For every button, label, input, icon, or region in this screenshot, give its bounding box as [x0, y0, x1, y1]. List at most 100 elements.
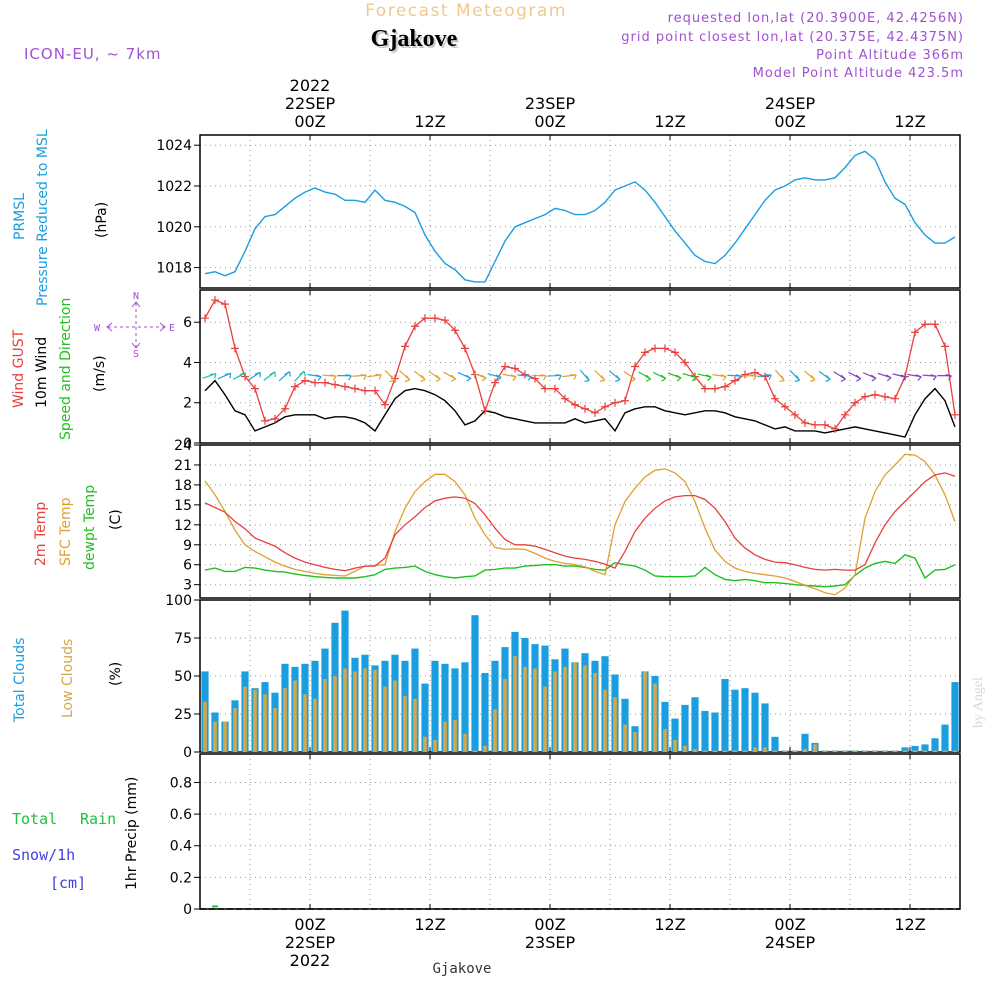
wind-arrow [472, 372, 487, 382]
legend-precip-total: Total [12, 810, 57, 828]
ytick-label: 0 [183, 745, 192, 761]
low-cloud-bar [443, 721, 447, 752]
gust-marker [741, 370, 749, 379]
legend-dewpt-temp: dewpt Temp [82, 485, 98, 570]
ytick-label: 21 [174, 458, 192, 474]
low-cloud-bar [703, 750, 707, 752]
legend-clouds-unit: (%) [108, 662, 124, 686]
panel-frame [199, 444, 961, 599]
bottom-year-label: 2022 [290, 951, 331, 970]
ytick-label: 4 [183, 355, 192, 371]
wind-arrow-shape [907, 373, 922, 381]
model-point-altitude: Model Point Altitude 423.5m [753, 66, 964, 81]
low-cloud-bar [523, 666, 527, 752]
legend-pressure-unit: (hPa) [94, 202, 110, 238]
total-cloud-bar [711, 712, 719, 752]
wind-arrow [217, 372, 232, 380]
legend-wind-10m: 10m Wind [34, 337, 50, 408]
low-cloud-bar [693, 749, 697, 752]
bottom-hour-label: 12Z [654, 915, 685, 934]
wind-arrow [307, 373, 322, 381]
gust-marker [581, 404, 589, 413]
total-cloud-bar [721, 679, 729, 752]
panel-1: 0 2 4 6 [183, 289, 961, 452]
low-cloud-bar [763, 747, 767, 752]
wind-arrow-shape [217, 372, 232, 380]
gust-marker [301, 376, 309, 385]
low-cloud-bar [733, 750, 737, 752]
gust-marker [431, 314, 439, 323]
gust-marker [341, 382, 349, 391]
low-cloud-bar [713, 750, 717, 752]
low-cloud-bar [213, 721, 217, 752]
ytick-label: 1024 [156, 138, 192, 154]
wind-arrow-shape [922, 374, 937, 381]
ytick-label: 0 [183, 436, 192, 452]
gust-marker [411, 322, 419, 331]
gust-marker [551, 384, 559, 393]
low-cloud-bar [203, 701, 207, 752]
wind-arrow [907, 373, 922, 381]
wind-arrow-shape [367, 374, 382, 380]
top-hour-label: 12Z [414, 112, 445, 131]
wind-arrow [579, 369, 590, 382]
wind-arrow-shape [653, 371, 667, 382]
wind-arrow-shape [294, 370, 306, 382]
low-cloud-bar [873, 750, 877, 752]
wind-arrow-shape [248, 371, 261, 381]
wind-arrow [399, 370, 411, 382]
total-cloud-bar [481, 673, 489, 752]
wind-arrow-shape [697, 373, 712, 382]
low-cloud-bar [833, 750, 837, 752]
gust-marker [811, 420, 819, 429]
total-cloud-bar [741, 688, 749, 752]
temp2m-line [204, 472, 956, 572]
wind-arrow [682, 372, 697, 382]
gust-marker [801, 418, 809, 427]
gust-marker [911, 328, 919, 337]
total-cloud-bar [731, 689, 739, 752]
low-cloud-bar [913, 750, 917, 752]
gust-marker [871, 390, 879, 399]
wind-arrow [384, 369, 396, 382]
wind-arrow [322, 374, 337, 381]
wind-arrow-shape [487, 373, 502, 382]
panels: 1018102010221024024636912151821240255075… [156, 134, 961, 918]
legend-precip-rain: Rain [80, 810, 116, 828]
gust-marker [701, 384, 709, 393]
wind-arrow-shape [667, 372, 682, 382]
low-cloud-bar [843, 750, 847, 752]
gust-marker [681, 358, 689, 367]
low-cloud-bar [553, 671, 557, 752]
low-cloud-bar [223, 721, 227, 752]
wind-arrow-shape [413, 370, 426, 382]
low-cloud-bar [373, 669, 377, 752]
gust-marker [521, 370, 529, 379]
low-cloud-bar [663, 729, 667, 752]
top-year-label: 2022 [290, 76, 331, 95]
low-cloud-bar [893, 750, 897, 752]
point-altitude: Point Altitude 366m [816, 48, 964, 63]
gust-marker [281, 404, 289, 413]
low-cloud-bar [863, 750, 867, 752]
top-date-label: 22SEP [285, 94, 336, 113]
wind-arrow [487, 373, 502, 382]
low-cloud-bar [543, 686, 547, 752]
ytick-label: 2 [183, 396, 192, 412]
low-cloud-bar [933, 750, 937, 752]
gust-marker [661, 344, 669, 353]
low-cloud-bar [303, 694, 307, 752]
top-hour-label: 00Z [294, 112, 325, 131]
time-axis: 00Z22SEP00Z22SEP12Z12Z00Z23SEP00Z23SEP12… [285, 76, 926, 970]
ytick-label: 25 [174, 707, 192, 723]
gust-marker [331, 380, 339, 389]
wind-arrow-shape [322, 374, 337, 381]
panel-frame [199, 753, 961, 910]
wind-arrow [877, 372, 892, 382]
legend-pressure-msl: Pressure Reduced to MSL [35, 129, 51, 306]
panel-frame [199, 134, 961, 289]
legend-sfc-temp: SFC Temp [58, 497, 74, 566]
ytick-label: 0.2 [170, 870, 192, 886]
bottom-hour-label: 00Z [294, 915, 325, 934]
low-cloud-bar [463, 733, 467, 752]
